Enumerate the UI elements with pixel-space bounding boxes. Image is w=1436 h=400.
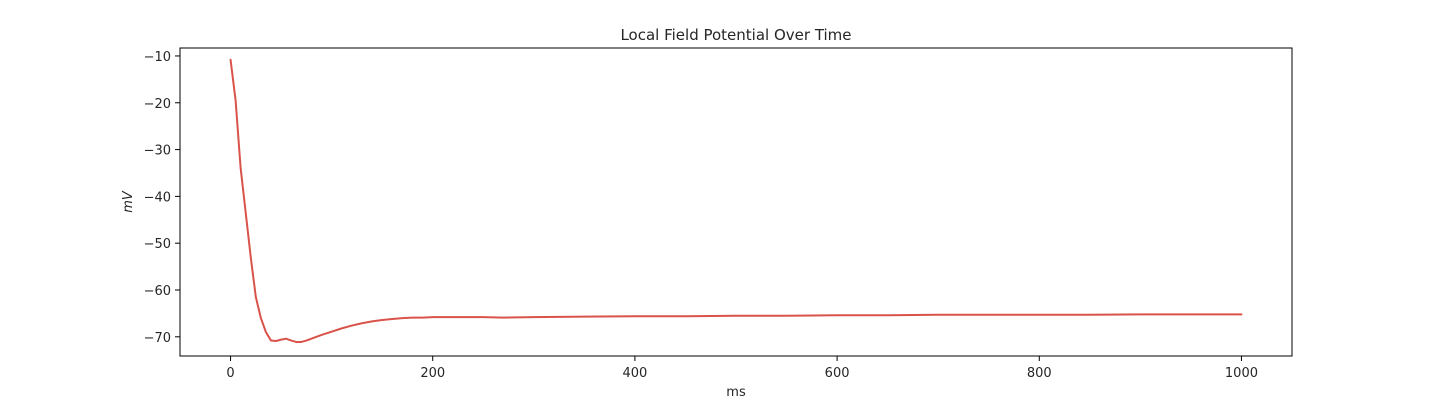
plot-area (179, 47, 1293, 357)
y-axis-label: mV (121, 190, 136, 213)
y-tick-label: −20 (144, 97, 171, 112)
x-tick-label: 400 (622, 366, 647, 381)
y-tick-label: −30 (144, 144, 171, 159)
y-tick-label: −50 (144, 237, 171, 252)
x-tick-label: 0 (226, 366, 234, 381)
chart-title: Local Field Potential Over Time (620, 26, 851, 44)
y-axis: −10 −20 −30 −40 −50 −60 −70 (144, 50, 180, 346)
y-tick-label: −10 (144, 50, 171, 65)
series-line (229, 58, 1243, 343)
x-tick-label: 1000 (1225, 366, 1258, 381)
y-tick-label: −40 (144, 190, 171, 205)
series-layer (229, 58, 1243, 343)
y-tick-label: −70 (144, 331, 171, 346)
x-axis-label: ms (726, 385, 746, 400)
x-tick-label: 200 (420, 366, 445, 381)
plot-frame (179, 47, 1293, 357)
y-tick-label: −60 (144, 284, 171, 299)
x-tick-label: 600 (825, 366, 850, 381)
x-axis: 0 200 400 600 800 1000 (226, 356, 1258, 381)
x-tick-label: 800 (1027, 366, 1052, 381)
